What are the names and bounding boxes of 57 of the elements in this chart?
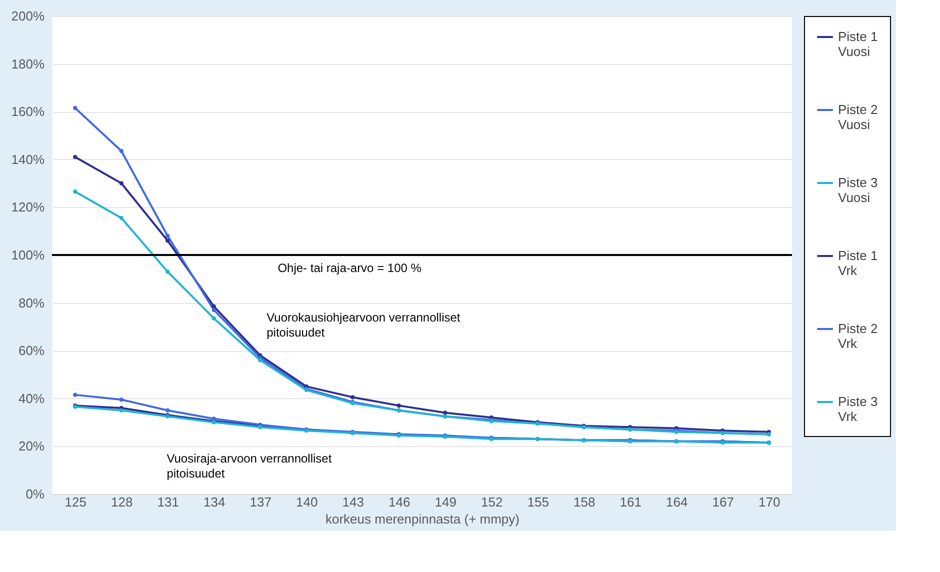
x-tick-label: 143 xyxy=(342,494,364,510)
x-tick-label: 146 xyxy=(388,494,410,510)
y-tick-label: 40% xyxy=(18,390,45,406)
y-tick-label: 60% xyxy=(18,343,45,358)
x-tick-label: 161 xyxy=(620,494,642,510)
y-tick-label: 200% xyxy=(11,8,45,24)
x-axis-title: korkeus merenpinnasta (+ mmpy) xyxy=(326,512,520,526)
x-tick-label: 152 xyxy=(481,494,503,510)
point xyxy=(258,358,262,362)
y-tick-label: 80% xyxy=(18,295,45,310)
ref-line-label: Ohje- tai raja-arvo = 100 % xyxy=(278,261,422,275)
point xyxy=(119,181,124,186)
y-tick-label: 0% xyxy=(26,486,45,502)
legend-label: Piste 2 Vrk xyxy=(838,321,878,351)
annotation: Vuosiraja-arvoon verrannolliset pitoisuudet xyxy=(166,451,332,480)
point xyxy=(443,410,448,415)
point xyxy=(73,154,78,160)
point xyxy=(166,270,170,274)
point xyxy=(119,408,124,412)
x-tick-label: 137 xyxy=(250,494,272,510)
x-tick-label: 131 xyxy=(157,494,179,510)
point xyxy=(119,148,124,154)
y-tick-label: 20% xyxy=(18,438,45,454)
y-tick-label: 160% xyxy=(11,104,45,120)
point xyxy=(73,392,78,397)
y-tick-label: 100% xyxy=(11,248,45,262)
point xyxy=(73,106,78,110)
x-tick-label: 158 xyxy=(574,494,596,510)
legend-label: Piste 1 Vrk xyxy=(838,248,878,278)
point xyxy=(212,308,216,312)
x-tick-label: 167 xyxy=(712,494,734,510)
y-tick-label: 140% xyxy=(11,152,45,167)
x-tick-label: 134 xyxy=(204,494,226,510)
point xyxy=(350,395,355,400)
y-tick-label: 180% xyxy=(11,56,45,72)
point xyxy=(166,234,170,238)
point xyxy=(396,403,401,408)
point xyxy=(119,216,124,220)
x-tick-label: 164 xyxy=(666,494,688,510)
x-tick-label: 140 xyxy=(296,494,318,510)
point xyxy=(166,238,170,243)
point xyxy=(119,397,124,402)
point xyxy=(212,416,216,421)
x-tick-label: 125 xyxy=(64,494,86,510)
x-tick-label: 128 xyxy=(111,494,133,510)
legend-label: Piste 3 Vuosi xyxy=(838,175,878,205)
point xyxy=(166,408,170,412)
x-tick-label: 149 xyxy=(434,494,456,510)
x-tick-label: 170 xyxy=(758,494,780,510)
y-tick-label: 120% xyxy=(11,200,45,215)
legend-label: Piste 2 Vuosi xyxy=(838,102,878,132)
point xyxy=(73,190,78,194)
x-tick-label: 155 xyxy=(527,494,549,510)
annotation: Vuorokausiohjearvoon verrannolliset pitoisuudet xyxy=(266,310,461,340)
legend-label: Piste 1 Vuosi xyxy=(838,29,878,59)
point xyxy=(212,316,216,320)
legend-label: Piste 3 Vrk xyxy=(838,394,878,424)
